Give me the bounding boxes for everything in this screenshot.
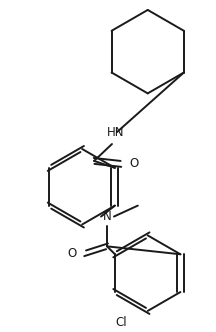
Text: O: O: [130, 157, 139, 170]
Text: N: N: [103, 210, 111, 223]
Text: Cl: Cl: [115, 316, 127, 329]
Text: O: O: [67, 247, 76, 260]
Text: HN: HN: [107, 125, 124, 139]
